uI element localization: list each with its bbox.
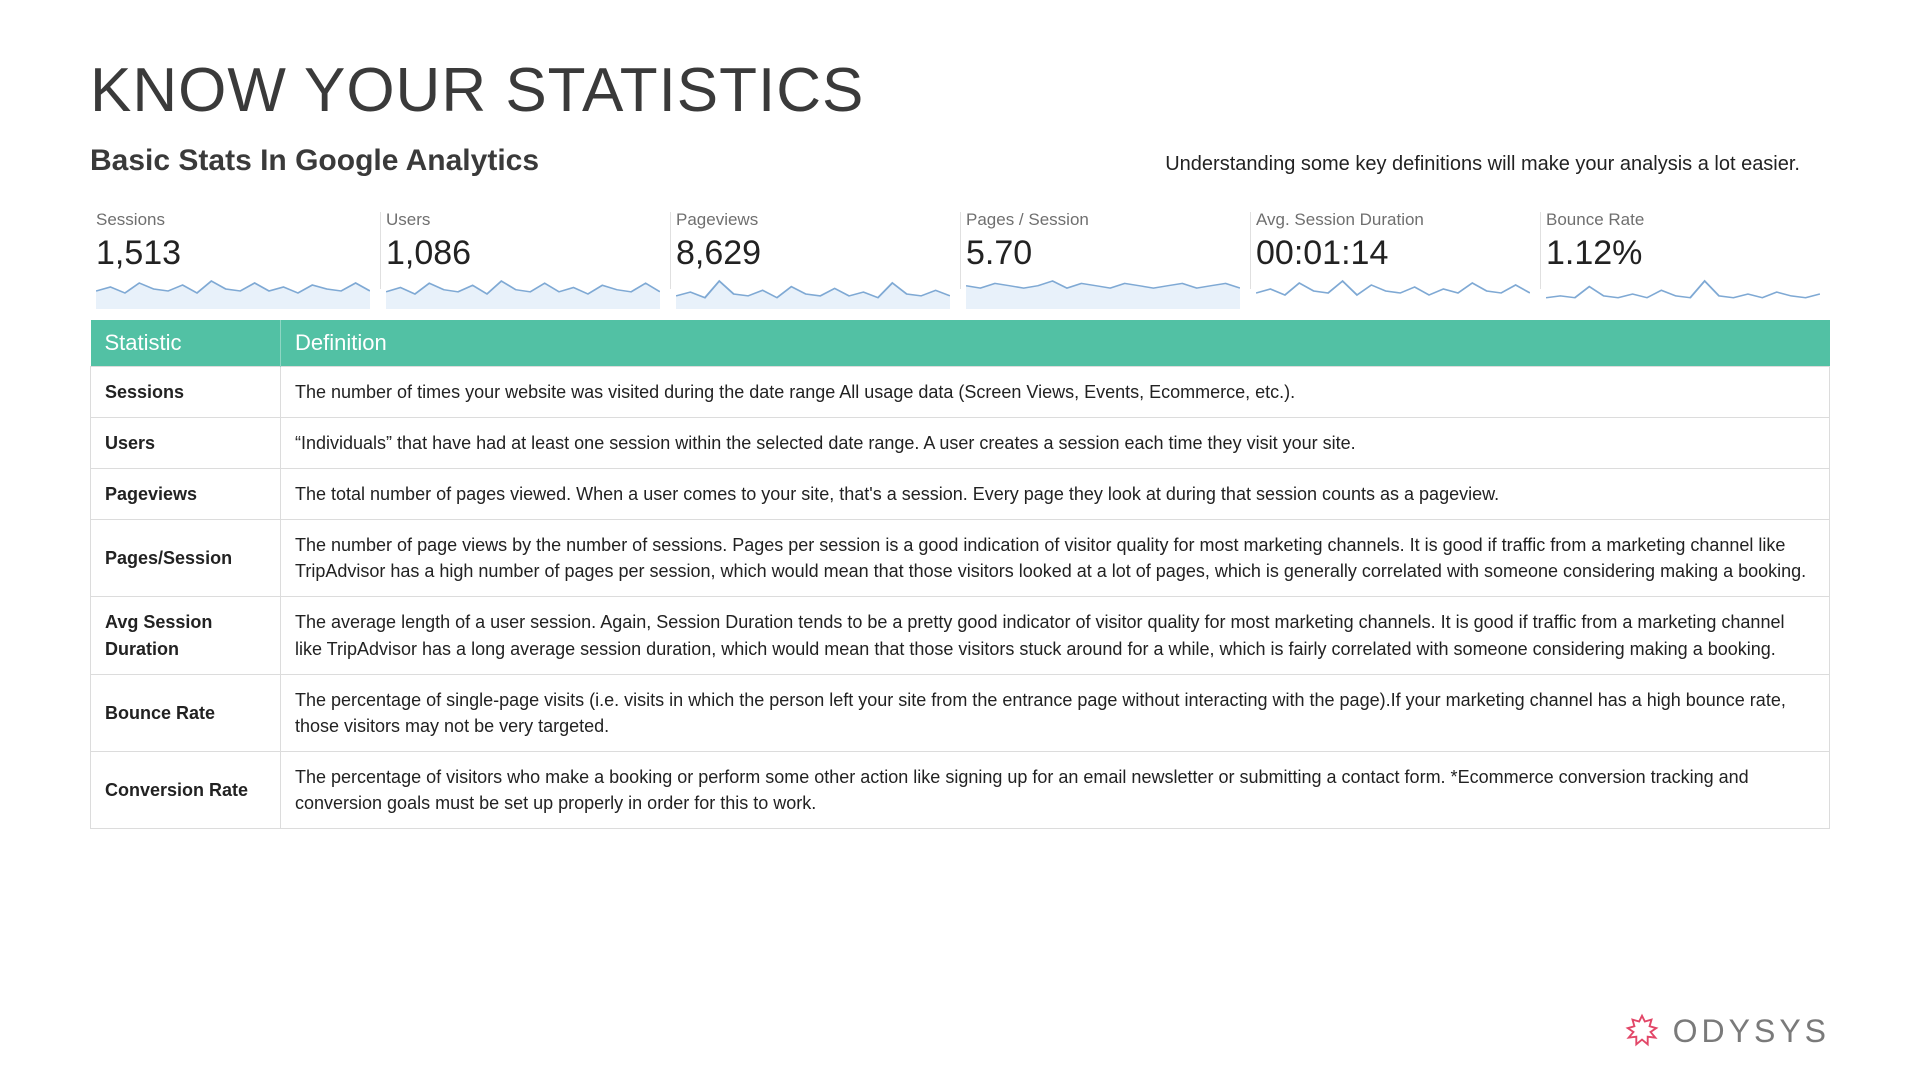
brand-footer: ODYSYS xyxy=(1623,1012,1830,1050)
definitions-table: Statistic Definition SessionsThe number … xyxy=(90,320,1830,829)
stat-definition: The number of times your website was vis… xyxy=(281,367,1830,418)
table-row: PageviewsThe total number of pages viewe… xyxy=(91,469,1830,520)
stat-definition: “Individuals” that have had at least one… xyxy=(281,418,1830,469)
metrics-row: Sessions1,513Users1,086Pageviews8,629Pag… xyxy=(90,206,1830,310)
metric-card: Bounce Rate 1.12% xyxy=(1540,206,1830,309)
metric-card: Pageviews 8,629 xyxy=(670,206,960,309)
table-row: Bounce RateThe percentage of single-page… xyxy=(91,674,1830,751)
metric-card: Avg. Session Duration 00:01:14 xyxy=(1250,206,1540,309)
metric-label: Pages / Session xyxy=(966,210,1240,230)
table-header-statistic: Statistic xyxy=(91,320,281,367)
stat-name: Users xyxy=(91,418,281,469)
table-row: Conversion RateThe percentage of visitor… xyxy=(91,751,1830,828)
metric-value: 1.12% xyxy=(1546,234,1820,273)
metric-card: Pages / Session 5.70 xyxy=(960,206,1250,309)
metric-value: 1,086 xyxy=(386,234,660,273)
metric-card: Users 1,086 xyxy=(380,206,670,309)
brand-name: ODYSYS xyxy=(1673,1013,1830,1050)
page-tagline: Understanding some key definitions will … xyxy=(1165,153,1800,176)
metric-label: Avg. Session Duration xyxy=(1256,210,1530,230)
stat-definition: The total number of pages viewed. When a… xyxy=(281,469,1830,520)
sparkline-icon xyxy=(676,279,950,309)
sparkline-icon xyxy=(966,279,1240,309)
metric-card: Sessions 1,513 xyxy=(90,206,380,309)
brand-icon xyxy=(1623,1012,1661,1050)
sparkline-icon xyxy=(96,279,370,309)
metric-label: Users xyxy=(386,210,660,230)
metric-label: Sessions xyxy=(96,210,370,230)
stat-name: Sessions xyxy=(91,367,281,418)
stat-definition: The percentage of single-page visits (i.… xyxy=(281,674,1830,751)
stat-name: Pageviews xyxy=(91,469,281,520)
stat-name: Conversion Rate xyxy=(91,751,281,828)
metric-value: 1,513 xyxy=(96,234,370,273)
metric-value: 00:01:14 xyxy=(1256,234,1530,273)
sparkline-icon xyxy=(1256,279,1530,309)
stat-name: Pages/Session xyxy=(91,520,281,597)
stat-definition: The average length of a user session. Ag… xyxy=(281,597,1830,674)
metric-label: Bounce Rate xyxy=(1546,210,1820,230)
sparkline-icon xyxy=(386,279,660,309)
table-row: Pages/SessionThe number of page views by… xyxy=(91,520,1830,597)
table-row: Users“Individuals” that have had at leas… xyxy=(91,418,1830,469)
table-row: Avg Session DurationThe average length o… xyxy=(91,597,1830,674)
metric-value: 8,629 xyxy=(676,234,950,273)
metric-value: 5.70 xyxy=(966,234,1240,273)
page-subtitle: Basic Stats In Google Analytics xyxy=(90,144,539,178)
sparkline-icon xyxy=(1546,279,1820,309)
table-header-definition: Definition xyxy=(281,320,1830,367)
stat-definition: The percentage of visitors who make a bo… xyxy=(281,751,1830,828)
page-title: KNOW YOUR STATISTICS xyxy=(90,55,1830,126)
table-row: SessionsThe number of times your website… xyxy=(91,367,1830,418)
metric-label: Pageviews xyxy=(676,210,950,230)
stat-name: Avg Session Duration xyxy=(91,597,281,674)
stat-name: Bounce Rate xyxy=(91,674,281,751)
stat-definition: The number of page views by the number o… xyxy=(281,520,1830,597)
